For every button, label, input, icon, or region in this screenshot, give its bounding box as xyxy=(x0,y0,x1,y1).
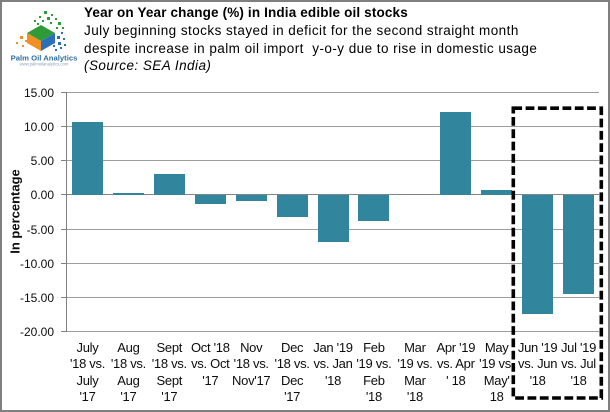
svg-text:Palm Oil Analytics: Palm Oil Analytics xyxy=(11,54,78,63)
svg-text:www.palmoilanalytics.com: www.palmoilanalytics.com xyxy=(20,62,69,67)
